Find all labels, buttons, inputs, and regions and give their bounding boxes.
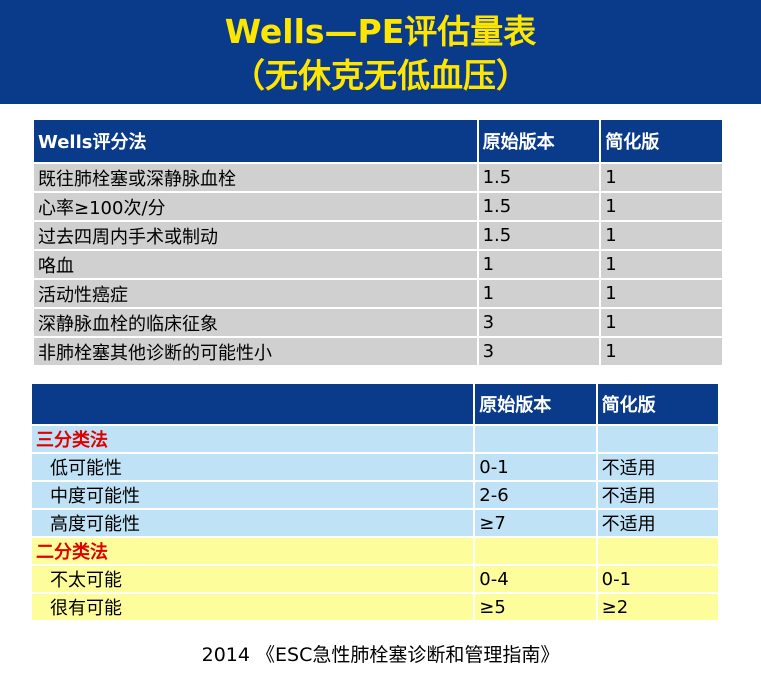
page-title: Wells—PE评估量表: [224, 12, 537, 51]
simplified-range-cell: ≥2: [597, 594, 718, 620]
category-cell: 不太可能: [32, 566, 474, 592]
title-banner: Wells—PE评估量表 （无休克无低血压）: [0, 0, 761, 104]
original-score-cell: 1.5: [478, 193, 600, 220]
header-simplified: 简化版: [597, 384, 718, 424]
simplified-range-cell: 0-1: [597, 566, 718, 592]
table-row: 不太可能 0-4 0-1: [32, 566, 718, 592]
classification-table-header: 原始版本 简化版: [32, 384, 718, 424]
criterion-cell: 非肺栓塞其他诊断的可能性小: [34, 338, 477, 365]
header-blank: [32, 384, 474, 424]
category-cell: 低可能性: [32, 454, 474, 480]
empty-cell: [597, 426, 718, 452]
table-row: 中度可能性 2-6 不适用: [32, 482, 718, 508]
section-row-three-level: 三分类法: [32, 426, 718, 452]
table-row: 过去四周内手术或制动 1.5 1: [34, 222, 722, 249]
empty-cell: [475, 426, 596, 452]
header-criteria: Wells评分法: [34, 120, 477, 162]
original-score-cell: 3: [478, 338, 600, 365]
criterion-cell: 既往肺栓塞或深静脉血栓: [34, 164, 477, 191]
original-score-cell: 1: [478, 280, 600, 307]
category-cell: 很有可能: [32, 594, 474, 620]
probability-classification-table: 原始版本 简化版 三分类法 低可能性 0-1 不适用 中度可能性 2-6 不适用…: [30, 382, 720, 622]
criterion-cell: 活动性癌症: [34, 280, 477, 307]
table-row: 活动性癌症 1 1: [34, 280, 722, 307]
original-range-cell: ≥7: [475, 510, 596, 536]
wells-table-header: Wells评分法 原始版本 简化版: [34, 120, 722, 162]
section-label: 二分类法: [32, 538, 474, 564]
original-score-cell: 1.5: [478, 222, 600, 249]
section-row-two-level: 二分类法: [32, 538, 718, 564]
table-row: 既往肺栓塞或深静脉血栓 1.5 1: [34, 164, 722, 191]
simplified-score-cell: 1: [601, 338, 722, 365]
simplified-range-cell: 不适用: [597, 482, 718, 508]
criterion-cell: 过去四周内手术或制动: [34, 222, 477, 249]
simplified-score-cell: 1: [601, 309, 722, 336]
source-citation: 2014 《ESC急性肺栓塞诊断和管理指南》: [201, 644, 560, 666]
wells-score-table: Wells评分法 原始版本 简化版 既往肺栓塞或深静脉血栓 1.5 1 心率≥1…: [32, 118, 724, 367]
simplified-score-cell: 1: [601, 251, 722, 278]
category-cell: 中度可能性: [32, 482, 474, 508]
simplified-range-cell: 不适用: [597, 454, 718, 480]
simplified-score-cell: 1: [601, 222, 722, 249]
empty-cell: [475, 538, 596, 564]
simplified-score-cell: 1: [601, 193, 722, 220]
criterion-cell: 心率≥100次/分: [34, 193, 477, 220]
header-simplified: 简化版: [601, 120, 722, 162]
criterion-cell: 深静脉血栓的临床征象: [34, 309, 477, 336]
original-range-cell: 0-1: [475, 454, 596, 480]
criterion-cell: 咯血: [34, 251, 477, 278]
table-row: 非肺栓塞其他诊断的可能性小 3 1: [34, 338, 722, 365]
original-score-cell: 3: [478, 309, 600, 336]
section-label: 三分类法: [32, 426, 474, 452]
original-range-cell: 2-6: [475, 482, 596, 508]
original-range-cell: 0-4: [475, 566, 596, 592]
original-score-cell: 1.5: [478, 164, 600, 191]
category-cell: 高度可能性: [32, 510, 474, 536]
original-range-cell: ≥5: [475, 594, 596, 620]
header-original: 原始版本: [478, 120, 600, 162]
table-row: 咯血 1 1: [34, 251, 722, 278]
table-row: 很有可能 ≥5 ≥2: [32, 594, 718, 620]
table-row: 深静脉血栓的临床征象 3 1: [34, 309, 722, 336]
table-row: 低可能性 0-1 不适用: [32, 454, 718, 480]
table-row: 高度可能性 ≥7 不适用: [32, 510, 718, 536]
header-original: 原始版本: [475, 384, 596, 424]
empty-cell: [597, 538, 718, 564]
original-score-cell: 1: [478, 251, 600, 278]
simplified-score-cell: 1: [601, 280, 722, 307]
page-subtitle: （无休克无低血压）: [232, 56, 529, 95]
table-row: 心率≥100次/分 1.5 1: [34, 193, 722, 220]
simplified-score-cell: 1: [601, 164, 722, 191]
simplified-range-cell: 不适用: [597, 510, 718, 536]
